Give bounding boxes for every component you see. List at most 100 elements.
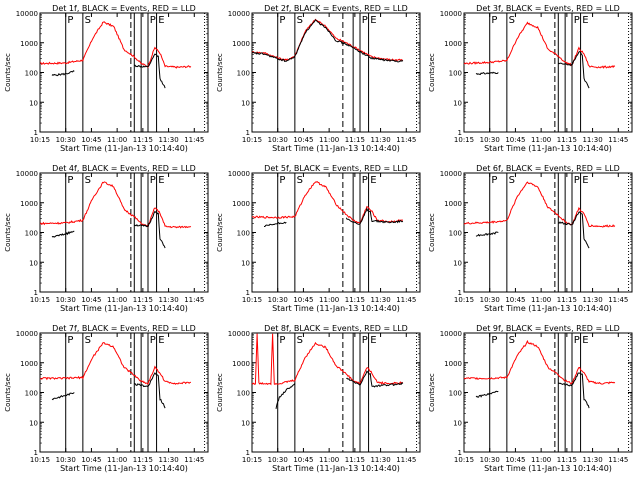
y-tick-label: 10000 bbox=[228, 10, 250, 18]
panel-2: Det 2f, BLACK = Events, RED = LLD 1 10 100 1… bbox=[216, 4, 421, 153]
x-tick-label: 11:15 bbox=[133, 456, 153, 464]
series-line-events bbox=[475, 71, 499, 76]
plot-frame bbox=[463, 332, 633, 453]
marker-letter: E bbox=[582, 335, 588, 346]
marker-letter: P bbox=[67, 175, 73, 186]
x-tick-label: 11:30 bbox=[582, 136, 602, 144]
x-tick-label: 11:00 bbox=[107, 456, 127, 464]
x-tick-label: 10:30 bbox=[480, 296, 500, 304]
x-tick-label: 11:15 bbox=[557, 456, 577, 464]
y-tick-label: 10000 bbox=[440, 10, 462, 18]
x-tick-label: 11:15 bbox=[557, 136, 577, 144]
series-line-events bbox=[51, 70, 75, 77]
series-line-events bbox=[51, 230, 75, 238]
y-tick-label: 10 bbox=[29, 419, 38, 427]
x-tick-label: 11:00 bbox=[531, 136, 551, 144]
y-tick-label: 10 bbox=[453, 99, 462, 107]
y-tick-label: 1 bbox=[34, 129, 38, 137]
y-tick-label: 1 bbox=[458, 289, 462, 297]
marker-letter: P bbox=[67, 15, 73, 26]
panel-title: Det 2f, BLACK = Events, RED = LLD bbox=[264, 4, 408, 13]
series-line-events bbox=[345, 207, 404, 225]
series-line-lld bbox=[39, 342, 192, 385]
x-axis-label: Start Time (11-Jan-13 10:14:40) bbox=[60, 144, 188, 153]
y-tick-label: 1 bbox=[246, 289, 250, 297]
y-tick-label: 100 bbox=[237, 230, 250, 238]
x-tick-label: 11:15 bbox=[557, 296, 577, 304]
x-tick-label: 10:15 bbox=[242, 136, 262, 144]
y-tick-label: 10 bbox=[241, 259, 250, 267]
y-tick-label: 1000 bbox=[20, 200, 38, 208]
marker-letter: S bbox=[85, 335, 91, 346]
y-tick-label: 1 bbox=[458, 129, 462, 137]
x-tick-label: 10:30 bbox=[56, 456, 76, 464]
marker-letter: P bbox=[491, 335, 497, 346]
marker-letter: P bbox=[279, 335, 285, 346]
x-tick-label: 11:45 bbox=[608, 456, 628, 464]
y-tick-label: 10000 bbox=[16, 170, 38, 178]
marker-letter: S bbox=[509, 335, 515, 346]
series-line-events bbox=[275, 383, 296, 410]
panel-title: Det 8f, BLACK = Events, RED = LLD bbox=[264, 324, 408, 333]
y-axis-label: Counts/sec bbox=[4, 53, 12, 92]
y-axis-label: Counts/sec bbox=[216, 53, 224, 92]
x-tick-label: 10:15 bbox=[454, 296, 474, 304]
y-tick-label: 10000 bbox=[16, 10, 38, 18]
panel-6: Det 6f, BLACK = Events, RED = LLD 1 10 100 1… bbox=[428, 164, 633, 313]
y-tick-label: 100 bbox=[237, 390, 250, 398]
marker-letter: P bbox=[150, 175, 156, 186]
x-axis-label: Start Time (11-Jan-13 10:14:40) bbox=[484, 304, 612, 313]
marker-letter: P bbox=[150, 335, 156, 346]
y-tick-label: 10 bbox=[29, 99, 38, 107]
marker-letter: P bbox=[362, 335, 368, 346]
y-tick-label: 1000 bbox=[232, 360, 250, 368]
x-tick-label: 10:45 bbox=[81, 296, 101, 304]
x-tick-label: 11:15 bbox=[133, 296, 153, 304]
y-tick-label: 10 bbox=[241, 99, 250, 107]
y-tick-label: 10 bbox=[453, 259, 462, 267]
series-line-lld bbox=[463, 21, 616, 69]
x-tick-label: 11:45 bbox=[184, 136, 204, 144]
marker-letter: P bbox=[574, 15, 580, 26]
x-axis-label: Start Time (11-Jan-13 10:14:40) bbox=[272, 304, 400, 313]
x-tick-label: 10:45 bbox=[505, 456, 525, 464]
panel-title: Det 6f, BLACK = Events, RED = LLD bbox=[476, 164, 620, 173]
y-tick-label: 1000 bbox=[444, 360, 462, 368]
x-tick-label: 11:00 bbox=[531, 296, 551, 304]
series-line-events bbox=[558, 372, 590, 409]
x-tick-label: 11:00 bbox=[319, 296, 339, 304]
series-line-events bbox=[475, 231, 499, 237]
y-tick-label: 1000 bbox=[444, 40, 462, 48]
marker-letter: P bbox=[279, 175, 285, 186]
series-line-lld bbox=[39, 181, 192, 229]
y-tick-label: 10 bbox=[453, 419, 462, 427]
y-tick-label: 10000 bbox=[228, 170, 250, 178]
x-tick-label: 10:15 bbox=[454, 136, 474, 144]
x-tick-label: 10:45 bbox=[81, 136, 101, 144]
panel-9: Det 9f, BLACK = Events, RED = LLD 1 10 100 1… bbox=[428, 324, 633, 473]
panel-1: Det 1f, BLACK = Events, RED = LLD 1 10 100 1… bbox=[4, 4, 209, 153]
x-tick-label: 10:45 bbox=[505, 136, 525, 144]
y-tick-label: 100 bbox=[25, 390, 38, 398]
x-tick-label: 11:15 bbox=[345, 456, 365, 464]
y-tick-label: 100 bbox=[449, 390, 462, 398]
x-tick-label: 11:45 bbox=[184, 456, 204, 464]
x-tick-label: 11:00 bbox=[107, 136, 127, 144]
series-line-lld bbox=[463, 181, 616, 228]
y-tick-label: 1 bbox=[458, 449, 462, 457]
y-tick-label: 10000 bbox=[440, 330, 462, 338]
y-tick-label: 1000 bbox=[232, 200, 250, 208]
x-tick-label: 10:30 bbox=[268, 456, 288, 464]
marker-letter: P bbox=[491, 175, 497, 186]
y-tick-label: 10 bbox=[241, 419, 250, 427]
y-axis-label: Counts/sec bbox=[4, 213, 12, 252]
plot-frame bbox=[463, 172, 633, 293]
y-tick-label: 10000 bbox=[440, 170, 462, 178]
marker-letter: S bbox=[297, 15, 303, 26]
marker-letter: P bbox=[362, 175, 368, 186]
x-tick-label: 11:30 bbox=[370, 136, 390, 144]
plot-frame bbox=[251, 12, 421, 133]
x-tick-label: 11:30 bbox=[370, 296, 390, 304]
x-tick-label: 11:15 bbox=[345, 296, 365, 304]
